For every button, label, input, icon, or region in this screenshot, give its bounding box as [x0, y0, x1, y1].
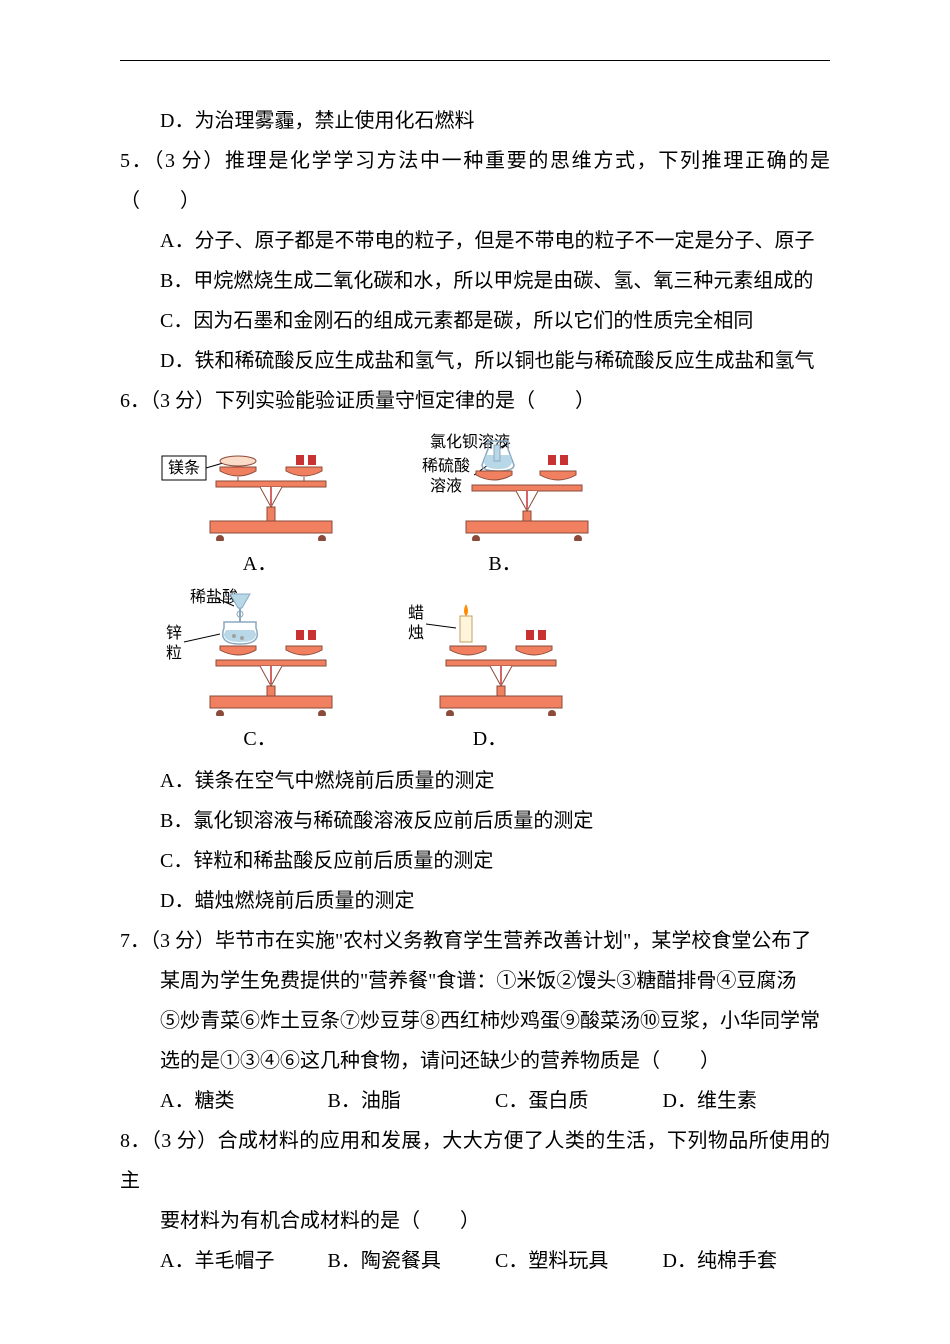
q7-option-a: A．糖类	[160, 1081, 328, 1121]
q8-stem-2: 要材料为有机合成材料的是（ ）	[120, 1201, 830, 1241]
balance-a-icon: 镁条	[160, 431, 360, 541]
q8-stem-1: 8．（3 分）合成材料的应用和发展，大大方便了人类的生活，下列物品所使用的主	[120, 1121, 830, 1201]
figC-label3: 粒	[166, 644, 182, 662]
q8-option-a: A．羊毛帽子	[160, 1241, 328, 1281]
q6-figure-b: 氯化钡溶液 稀硫酸 溶液	[390, 431, 620, 576]
figC-label1: 稀盐酸	[190, 588, 238, 606]
q7-option-c: C．蛋白质	[495, 1081, 663, 1121]
figB-label2: 稀硫酸	[422, 457, 470, 475]
q5-option-d: D．铁和稀硫酸反应生成盐和氢气，所以铜也能与稀硫酸反应生成盐和氢气	[120, 341, 830, 381]
q8-options: A．羊毛帽子 B．陶瓷餐具 C．塑料玩具 D．纯棉手套	[120, 1241, 830, 1281]
balance-b-icon: 氯化钡溶液 稀硫酸 溶液	[390, 431, 620, 541]
q8-option-c: C．塑料玩具	[495, 1241, 663, 1281]
q7-stem-1: 7．（3 分）毕节市在实施"农村义务教育学生营养改善计划"，某学校食堂公布了	[120, 921, 830, 961]
q6-option-c: C．锌粒和稀盐酸反应前后质量的测定	[120, 841, 830, 881]
q5-option-a: A．分子、原子都是不带电的粒子，但是不带电的粒子不一定是分子、原子	[120, 221, 830, 261]
q6-figure-d: 蜡 烛 D．	[390, 586, 590, 751]
q7-stem-2: 某周为学生免费提供的"营养餐"食谱：①米饭②馒头③糖醋排骨④豆腐汤	[120, 961, 830, 1001]
figB-caption: B．	[488, 547, 521, 576]
figC-caption: C．	[243, 722, 276, 751]
figD-label2: 烛	[408, 624, 424, 642]
figC-label2: 锌	[166, 624, 182, 642]
balance-c-icon: 稀盐酸 锌 粒	[160, 586, 360, 716]
figA-label1: 镁条	[168, 459, 200, 477]
q7-option-d: D．维生素	[663, 1081, 831, 1121]
q7-options: A．糖类 B．油脂 C．蛋白质 D．维生素	[120, 1081, 830, 1121]
figD-caption: D．	[473, 722, 507, 751]
q7-stem-4: 选的是①③④⑥这几种食物，请问还缺少的营养物质是（ ）	[120, 1041, 830, 1081]
figD-label1: 蜡	[408, 604, 424, 622]
q5-option-b: B．甲烷燃烧生成二氧化碳和水，所以甲烷是由碳、氢、氧三种元素组成的	[120, 261, 830, 301]
q6-figure-row-2: 稀盐酸 锌 粒	[120, 586, 830, 751]
q8-option-b: B．陶瓷餐具	[328, 1241, 496, 1281]
q7-option-b: B．油脂	[328, 1081, 496, 1121]
q6-figure-row-1: 镁条	[120, 431, 830, 576]
q6-option-a: A．镁条在空气中燃烧前后质量的测定	[120, 761, 830, 801]
document-page: D．为治理雾霾，禁止使用化石燃料 5．（3 分）推理是化学学习方法中一种重要的思…	[0, 0, 950, 1321]
figA-caption: A．	[243, 547, 277, 576]
header-rule	[120, 60, 830, 61]
balance-d-icon: 蜡 烛	[390, 586, 590, 716]
q4-option-d: D．为治理雾霾，禁止使用化石燃料	[120, 101, 830, 141]
q5-option-c: C．因为石墨和金刚石的组成元素都是碳，所以它们的性质完全相同	[120, 301, 830, 341]
q6-figure-a: 镁条	[160, 431, 360, 576]
q5-stem: 5．（3 分）推理是化学学习方法中一种重要的思维方式，下列推理正确的是（ ）	[120, 141, 830, 221]
q6-stem: 6．（3 分）下列实验能验证质量守恒定律的是（ ）	[120, 381, 830, 421]
q8-option-d: D．纯棉手套	[663, 1241, 831, 1281]
q6-figure-c: 稀盐酸 锌 粒	[160, 586, 360, 751]
figB-label3: 溶液	[430, 477, 462, 495]
q7-stem-3: ⑤炒青菜⑥炸土豆条⑦炒豆芽⑧西红柿炒鸡蛋⑨酸菜汤⑩豆浆，小华同学常	[120, 1001, 830, 1041]
q6-option-d: D．蜡烛燃烧前后质量的测定	[120, 881, 830, 921]
q6-option-b: B．氯化钡溶液与稀硫酸溶液反应前后质量的测定	[120, 801, 830, 841]
